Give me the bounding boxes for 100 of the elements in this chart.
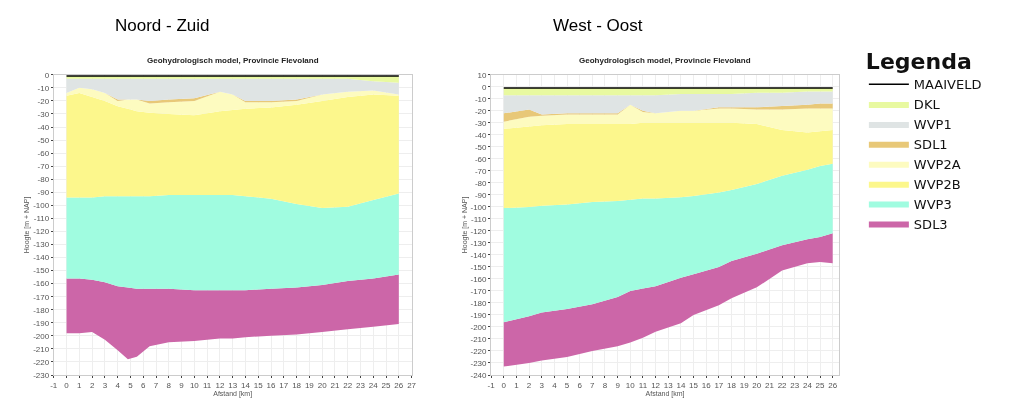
x-tick-label: 8 bbox=[166, 380, 172, 390]
x-tick-label: -1 bbox=[487, 380, 496, 390]
y-tick-label: -100 bbox=[470, 202, 488, 212]
y-tick-label: -90 bbox=[37, 188, 50, 198]
y-tick-label: -170 bbox=[33, 292, 50, 302]
y-tick-label: -150 bbox=[33, 266, 50, 276]
y-tick-label: 0 bbox=[44, 70, 50, 80]
y-tick-label: -70 bbox=[37, 161, 50, 171]
x-tick-label: 4 bbox=[552, 380, 558, 390]
y-tick-label: -110 bbox=[33, 214, 50, 224]
x-tick-label: 23 bbox=[790, 380, 800, 390]
y-tick-label: -230 bbox=[470, 358, 488, 368]
x-tick-label: 19 bbox=[304, 380, 315, 390]
legend-label: WVP3 bbox=[913, 196, 952, 212]
y-tick-label: -190 bbox=[470, 310, 488, 320]
y-tick-label: -100 bbox=[33, 201, 50, 211]
y-tick-label: 10 bbox=[477, 70, 488, 80]
x-tick-label: 24 bbox=[802, 380, 813, 390]
x-tick-label: 14 bbox=[676, 380, 686, 390]
x-tick-label: 9 bbox=[179, 380, 185, 390]
x-tick-label: 9 bbox=[615, 380, 621, 390]
chart-title: West - Oost bbox=[553, 16, 643, 35]
y-tick-label: -140 bbox=[33, 253, 50, 263]
y-tick-label: -20 bbox=[37, 96, 50, 106]
x-tick-label: 17 bbox=[279, 380, 289, 390]
x-tick-label: 27 bbox=[407, 380, 417, 390]
x-tick-label: 10 bbox=[625, 380, 636, 390]
legend-label: DKL bbox=[913, 97, 941, 113]
x-tick-label: 20 bbox=[317, 380, 328, 390]
x-tick-label: 7 bbox=[153, 380, 159, 390]
y-tick-label: -220 bbox=[33, 357, 50, 367]
y-tick-label: -30 bbox=[474, 118, 488, 128]
x-tick-label: 26 bbox=[394, 380, 404, 390]
y-tick-label: -180 bbox=[470, 298, 488, 308]
y-tick-label: -120 bbox=[33, 227, 50, 237]
y-tick-label: -50 bbox=[37, 135, 50, 145]
x-tick-label: 1 bbox=[514, 380, 520, 390]
chart-subtitle: Geohydrologisch model, Provincie Flevoland bbox=[579, 56, 751, 65]
y-tick-label: 0 bbox=[482, 82, 488, 92]
y-tick-label: -210 bbox=[33, 344, 50, 354]
chart-subtitle: Geohydrologisch model, Provincie Flevoland bbox=[147, 56, 319, 65]
x-tick-label: 15 bbox=[689, 380, 699, 390]
legend-label: SDL3 bbox=[913, 216, 948, 232]
y-tick-label: -20 bbox=[474, 106, 488, 116]
legend-label: WVP2A bbox=[913, 156, 961, 172]
x-tick-label: 26 bbox=[828, 380, 838, 390]
chart-title: Noord - Zuid bbox=[115, 16, 210, 35]
y-tick-label: -240 bbox=[470, 370, 488, 380]
x-tick-label: 23 bbox=[356, 380, 366, 390]
legend-label: MAAIVELD bbox=[913, 77, 982, 93]
x-tick-label: 3 bbox=[102, 380, 108, 390]
y-tick-label: -60 bbox=[474, 154, 488, 164]
x-tick-label: 2 bbox=[526, 380, 532, 390]
x-tick-label: 10 bbox=[189, 380, 200, 390]
y-tick-label: -120 bbox=[470, 226, 488, 236]
x-tick-label: 0 bbox=[64, 380, 70, 390]
y-tick-label: -160 bbox=[470, 274, 488, 284]
y-tick-label: -110 bbox=[471, 214, 488, 224]
x-tick-label: 6 bbox=[140, 380, 146, 390]
x-tick-label: 12 bbox=[215, 380, 225, 390]
y-tick-label: -200 bbox=[33, 331, 50, 341]
x-tick-label: 11 bbox=[202, 380, 212, 390]
y-tick-label: -90 bbox=[474, 190, 488, 200]
x-tick-label: 22 bbox=[777, 380, 788, 390]
y-tick-label: -80 bbox=[474, 178, 488, 188]
x-tick-label: 3 bbox=[539, 380, 545, 390]
y-tick-label: -40 bbox=[474, 130, 488, 140]
x-tick-label: 13 bbox=[228, 380, 238, 390]
x-tick-label: 17 bbox=[714, 380, 724, 390]
y-tick-label: -130 bbox=[33, 240, 50, 250]
x-tick-label: 20 bbox=[752, 380, 762, 390]
y-tick-label: -40 bbox=[37, 122, 50, 132]
y-tick-label: -30 bbox=[37, 109, 50, 119]
x-tick-label: 2 bbox=[89, 380, 95, 390]
y-tick-label: -70 bbox=[474, 166, 488, 176]
x-tick-label: 0 bbox=[501, 380, 507, 390]
x-tick-label: 5 bbox=[564, 380, 570, 390]
legend-label: WVP2B bbox=[913, 176, 961, 192]
x-tick-label: 21 bbox=[764, 380, 775, 390]
y-tick-label: -210 bbox=[470, 334, 488, 344]
y-tick-label: -220 bbox=[470, 346, 488, 356]
x-tick-label: 22 bbox=[343, 380, 353, 390]
y-tick-label: -80 bbox=[37, 175, 50, 185]
y-tick-label: -150 bbox=[470, 262, 488, 272]
legend-title: Legenda bbox=[865, 49, 972, 75]
x-tick-label: 5 bbox=[128, 380, 134, 390]
x-tick-label: 8 bbox=[602, 380, 608, 390]
y-tick-label: -50 bbox=[474, 142, 488, 152]
x-tick-label: 13 bbox=[663, 380, 674, 390]
x-tick-label: 6 bbox=[577, 380, 583, 390]
y-tick-label: -190 bbox=[33, 318, 50, 328]
y-tick-label: -60 bbox=[37, 148, 50, 158]
x-tick-label: 18 bbox=[727, 380, 737, 390]
x-tick-label: 25 bbox=[381, 380, 392, 390]
legend-label: WVP1 bbox=[913, 117, 952, 133]
y-tick-label: -170 bbox=[470, 286, 488, 296]
x-tick-label: 11 bbox=[638, 380, 648, 390]
y-tick-label: -130 bbox=[470, 238, 488, 248]
x-tick-label: 16 bbox=[266, 380, 277, 390]
x-tick-label: 7 bbox=[590, 380, 596, 390]
